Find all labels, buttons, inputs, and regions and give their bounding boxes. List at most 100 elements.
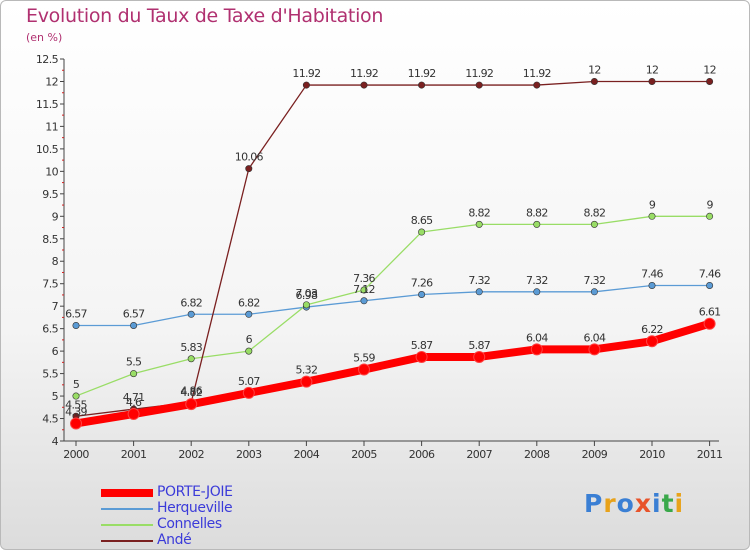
data-point-porte-joie (185, 398, 198, 411)
data-label-and-: 4.86 (180, 384, 202, 397)
data-label-herqueville: 7.32 (584, 274, 606, 287)
data-label-connelles: 9 (706, 198, 713, 211)
series-line-herqueville (76, 284, 710, 327)
data-label-and-: 4.55 (65, 398, 87, 411)
data-label-connelles: 7.36 (353, 272, 375, 285)
logo-letter: r (603, 489, 617, 518)
y-tick-label: 6 (52, 345, 59, 358)
data-label-herqueville: 6.82 (238, 296, 260, 309)
data-point-connelles (302, 301, 310, 309)
data-label-porte-joie: 4.6 (126, 396, 142, 409)
data-label-porte-joie: 5.87 (468, 339, 490, 352)
data-label-porte-joie: 5.87 (411, 339, 433, 352)
data-label-herqueville: 7.32 (526, 274, 548, 287)
data-point-porte-joie (473, 350, 486, 363)
data-point-porte-joie (242, 386, 255, 399)
data-point-herqueville (648, 282, 656, 290)
y-tick-label: 10 (45, 165, 58, 178)
data-point-connelles (706, 212, 714, 220)
legend-label-connelles: Connelles (157, 516, 222, 532)
data-point-connelles (475, 220, 483, 228)
chart-subtitle: (en %) (26, 31, 63, 44)
y-tick-label: 12.5 (36, 53, 59, 66)
y-tick-label: 6.5 (42, 323, 58, 336)
data-label-and-: 11.92 (292, 67, 320, 80)
data-label-porte-joie: 4.39 (65, 405, 87, 418)
data-point-herqueville (590, 288, 598, 296)
data-point-porte-joie (703, 317, 716, 330)
data-point-connelles (418, 228, 426, 236)
y-tick-label: 4 (52, 435, 59, 448)
x-tick-label: 2010 (639, 448, 665, 461)
proxiti-logo: Proxiti (584, 489, 684, 518)
x-tick-label: 2006 (409, 448, 435, 461)
data-label-porte-joie: 4.82 (180, 386, 202, 399)
data-label-herqueville: 7.46 (641, 268, 663, 281)
data-label-and-: 4.71 (123, 391, 145, 404)
data-point-and- (590, 77, 598, 85)
y-tick-label: 4.5 (42, 413, 58, 426)
series-lines (75, 80, 711, 428)
x-tick-label: 2003 (236, 448, 262, 461)
logo-letter: x (634, 489, 652, 518)
data-point-and- (475, 81, 483, 89)
y-tick-label: 10.5 (36, 143, 59, 156)
data-label-connelles: 8.65 (411, 214, 433, 227)
data-label-porte-joie: 6.22 (641, 323, 663, 336)
y-tick-label: 9.5 (42, 188, 58, 201)
data-point-porte-joie (300, 375, 313, 388)
x-tick-label: 2005 (351, 448, 377, 461)
series-points (70, 77, 716, 430)
data-label-and-: 12 (703, 63, 716, 76)
legend-label-herqueville: Herqueville (157, 500, 233, 516)
data-label-porte-joie: 5.07 (238, 375, 260, 388)
data-label-connelles: 8.82 (468, 206, 490, 219)
data-point-and- (245, 165, 253, 173)
y-tick-label: 12 (45, 75, 58, 88)
data-point-connelles (590, 220, 598, 228)
y-tick-label: 8 (52, 255, 59, 268)
legend-swatch-connelles (101, 524, 153, 526)
data-point-connelles (187, 355, 195, 363)
data-point-herqueville (360, 297, 368, 305)
logo-letter: o (616, 489, 635, 518)
data-point-connelles (360, 286, 368, 294)
x-tick-label: 2008 (524, 448, 550, 461)
data-label-and-: 11.92 (408, 67, 436, 80)
data-label-herqueville: 7.46 (699, 268, 721, 281)
legend-label-ande: Andé (157, 532, 192, 548)
legend-swatch-ande (101, 540, 153, 542)
data-point-herqueville (706, 282, 714, 290)
data-point-porte-joie (127, 408, 140, 421)
series-line-connelles (75, 215, 710, 397)
data-point-herqueville (475, 288, 483, 296)
data-label-porte-joie: 6.04 (584, 331, 606, 344)
data-label-connelles: 5 (73, 378, 80, 391)
data-label-and-: 11.92 (465, 67, 493, 80)
data-label-connelles: 7.03 (296, 287, 318, 300)
data-label-connelles: 8.82 (584, 206, 606, 219)
data-label-connelles: 5.83 (180, 341, 202, 354)
legend-label-porte-joie: PORTE-JOIE (157, 484, 233, 500)
chart-title: Evolution du Taux de Taxe d'Habitation (26, 5, 384, 27)
data-point-herqueville (187, 310, 195, 318)
data-point-and- (360, 81, 368, 89)
data-label-and-: 12 (588, 63, 601, 76)
axes: 44.555.566.577.588.599.51010.51111.51212… (36, 53, 723, 461)
data-point-and- (648, 77, 656, 85)
series-line-porte-joie (75, 319, 711, 428)
data-label-porte-joie: 5.59 (353, 352, 375, 365)
data-point-connelles (648, 212, 656, 220)
data-label-herqueville: 7.32 (468, 274, 490, 287)
x-tick-label: 2009 (582, 448, 608, 461)
y-tick-label: 8.5 (42, 233, 58, 246)
data-point-herqueville (245, 310, 253, 318)
data-point-connelles (130, 370, 138, 378)
data-label-porte-joie: 6.04 (526, 331, 548, 344)
y-tick-label: 11.5 (36, 98, 59, 111)
data-point-porte-joie (530, 343, 543, 356)
data-label-and-: 11.92 (523, 67, 551, 80)
data-label-connelles: 5.5 (126, 356, 142, 369)
